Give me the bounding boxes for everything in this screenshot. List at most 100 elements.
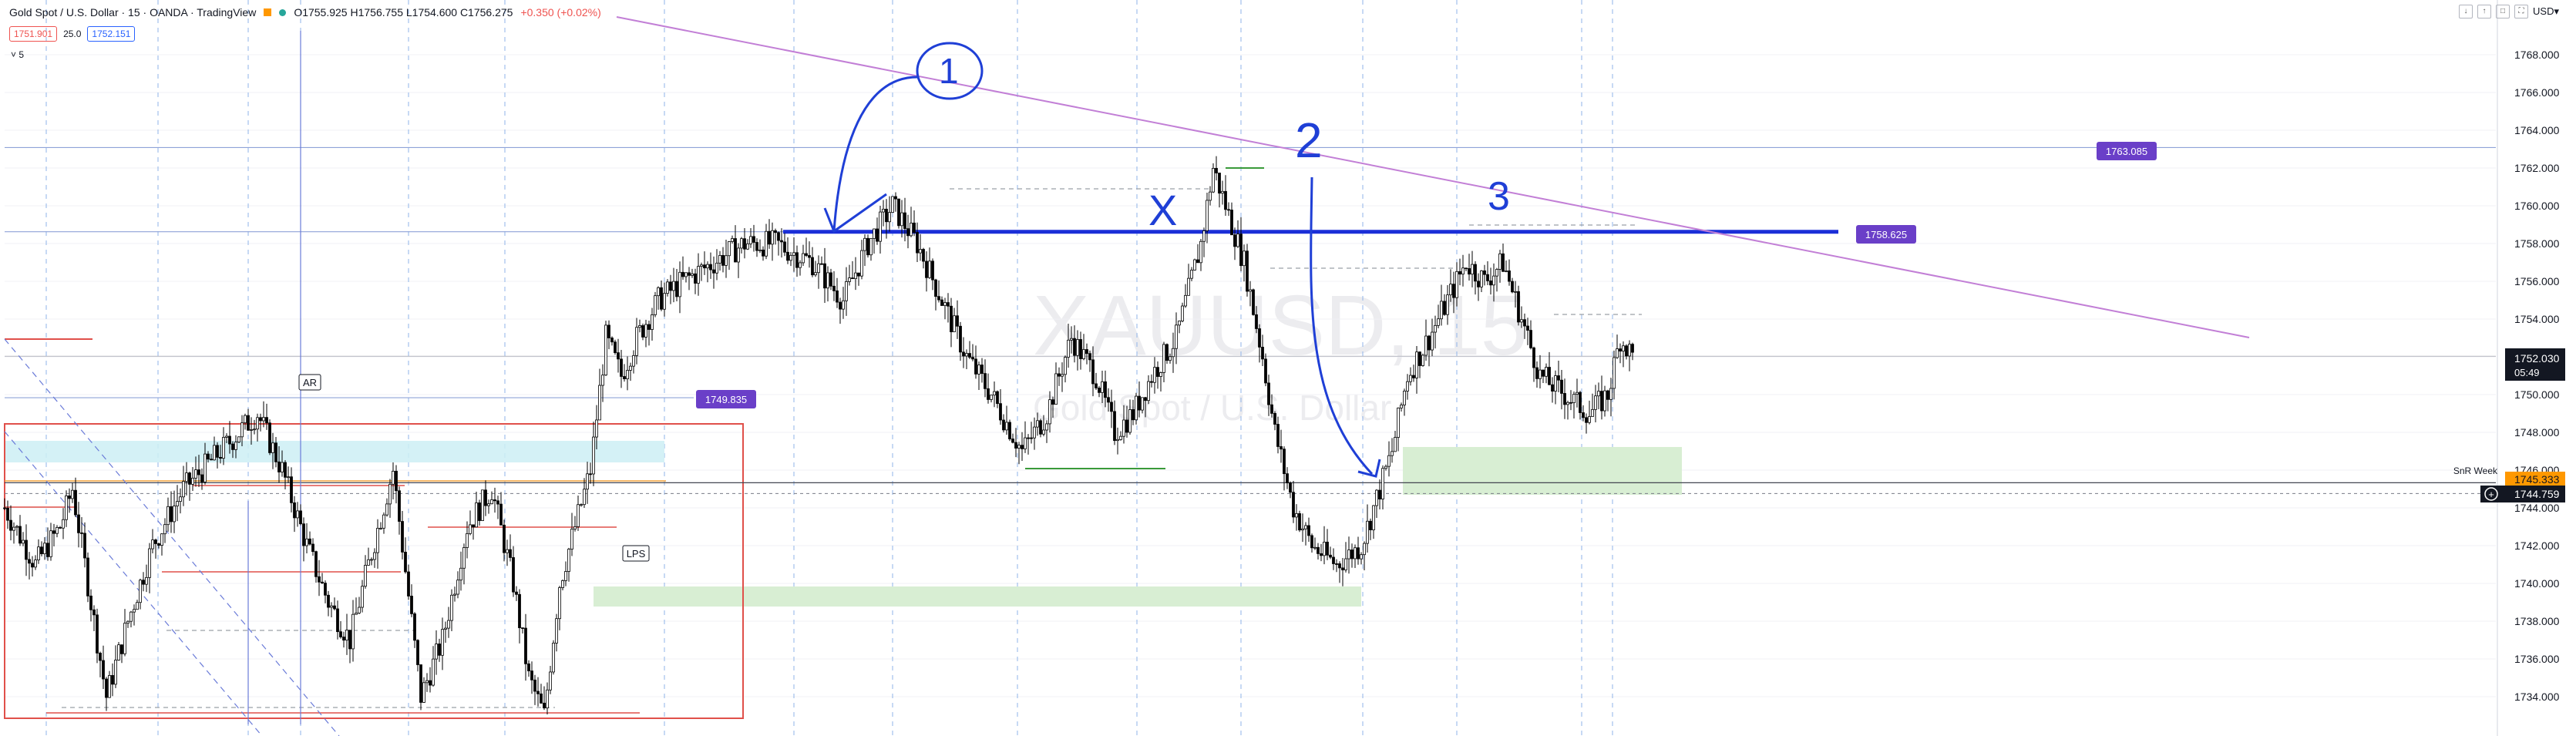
candle-body — [1428, 335, 1431, 351]
candle-body — [632, 355, 635, 367]
badge-crosshair: + 1744.759 — [2480, 486, 2565, 502]
fullscreen-icon[interactable]: ⛶ — [2514, 5, 2529, 18]
candle-body — [549, 671, 552, 691]
candle-body — [308, 538, 311, 545]
candle-body — [1088, 353, 1091, 361]
candle-body — [1594, 395, 1597, 410]
candle-body — [136, 602, 139, 610]
candle-body — [503, 524, 506, 553]
currency-selector[interactable]: USD▾ — [2533, 5, 2559, 17]
price-change: +0.350 (+0.02%) — [520, 6, 601, 18]
candle-body — [475, 502, 478, 528]
candle-body — [589, 473, 592, 476]
candle-body — [913, 222, 916, 233]
candle-body — [1591, 408, 1594, 417]
candle-body — [453, 593, 456, 596]
candle-body — [12, 526, 15, 531]
candle-body — [731, 238, 734, 242]
candle-body — [52, 530, 55, 534]
candle-body — [950, 305, 953, 333]
candle-body — [1415, 351, 1418, 378]
candle-body — [435, 644, 438, 660]
candle-body — [919, 249, 922, 254]
candle-body — [361, 586, 364, 608]
candle-body — [697, 266, 700, 284]
candle-body — [1221, 190, 1224, 194]
candle-body — [1002, 419, 1005, 431]
candle-body — [1554, 375, 1557, 392]
symbol-title[interactable]: Gold Spot / U.S. Dollar · 15 · OANDA · T… — [9, 6, 257, 18]
candle-body — [601, 375, 604, 386]
candle-body — [1381, 468, 1384, 499]
candle-body — [1461, 267, 1465, 275]
candle-body — [1579, 392, 1582, 413]
badge-current: 1752.030 05:49 — [2505, 348, 2565, 381]
sell-button[interactable]: 1751.901 — [9, 26, 58, 42]
candle-body — [515, 591, 518, 595]
candle-body — [1545, 367, 1548, 377]
candle-body — [487, 503, 490, 506]
candle-body — [598, 385, 601, 421]
candle-body — [712, 269, 715, 274]
candle-body — [1258, 328, 1261, 348]
candle-body — [1492, 275, 1495, 286]
candle-body — [891, 196, 894, 213]
annotation-3: 3 — [1488, 174, 1510, 219]
buy-button[interactable]: 1752.151 — [87, 26, 136, 42]
chevron-down-icon[interactable]: ˅ — [11, 49, 17, 60]
candle-body — [922, 249, 925, 262]
candle-body — [1150, 381, 1153, 383]
trend-line[interactable] — [616, 16, 2250, 338]
candle-body — [1286, 473, 1289, 484]
candle-body — [1141, 397, 1144, 411]
candle-body — [1280, 446, 1283, 450]
live-dot-icon — [279, 8, 287, 16]
y-tick-label: 1768.000 — [2514, 49, 2560, 61]
candle-body — [530, 670, 533, 681]
candle-body — [762, 249, 765, 257]
candle-body — [345, 630, 348, 641]
candle-body — [330, 605, 333, 608]
candle-body — [959, 325, 962, 353]
candle-body — [740, 238, 743, 249]
candle-body — [1175, 324, 1178, 349]
candle-body — [567, 549, 570, 572]
candle-body — [1344, 558, 1347, 570]
y-tick-label: 1744.000 — [2514, 502, 2560, 514]
candle-body — [916, 232, 919, 254]
candle-body — [1350, 549, 1354, 560]
candle-body — [1224, 190, 1227, 210]
candle-body — [1067, 339, 1070, 358]
candle-body — [1233, 234, 1236, 247]
arrow-up-icon[interactable]: ↑ — [2477, 5, 2492, 18]
crosshair-plus-icon[interactable] — [2484, 487, 2498, 501]
candle-body — [684, 272, 688, 277]
candle-body — [580, 504, 583, 506]
candle-body — [422, 682, 425, 703]
svg-text:+: + — [2488, 489, 2494, 500]
arrow-down-icon[interactable]: ↓ — [2459, 5, 2473, 18]
indicators-toggle[interactable]: ˅ 5 — [11, 49, 24, 60]
candle-body — [947, 302, 950, 307]
candle-body — [166, 506, 170, 526]
candle-body — [1323, 541, 1326, 556]
candle-body — [1169, 356, 1172, 361]
candle-body — [654, 295, 657, 315]
candle-body — [703, 264, 706, 269]
candle-body — [1005, 422, 1008, 431]
candle-body — [114, 660, 117, 685]
candle-body — [546, 689, 549, 709]
candle-body — [604, 324, 607, 376]
candle-body — [145, 576, 148, 585]
candle-body — [438, 644, 441, 656]
candle-body — [1508, 271, 1511, 282]
candle-body — [1338, 563, 1341, 569]
candle-body — [1295, 513, 1298, 518]
candle-body — [943, 302, 947, 306]
candle-body — [999, 403, 1002, 421]
candle-body — [783, 241, 786, 253]
candle-body — [321, 581, 324, 583]
candle-body — [213, 445, 216, 461]
window-icon[interactable]: □ — [2496, 5, 2510, 18]
